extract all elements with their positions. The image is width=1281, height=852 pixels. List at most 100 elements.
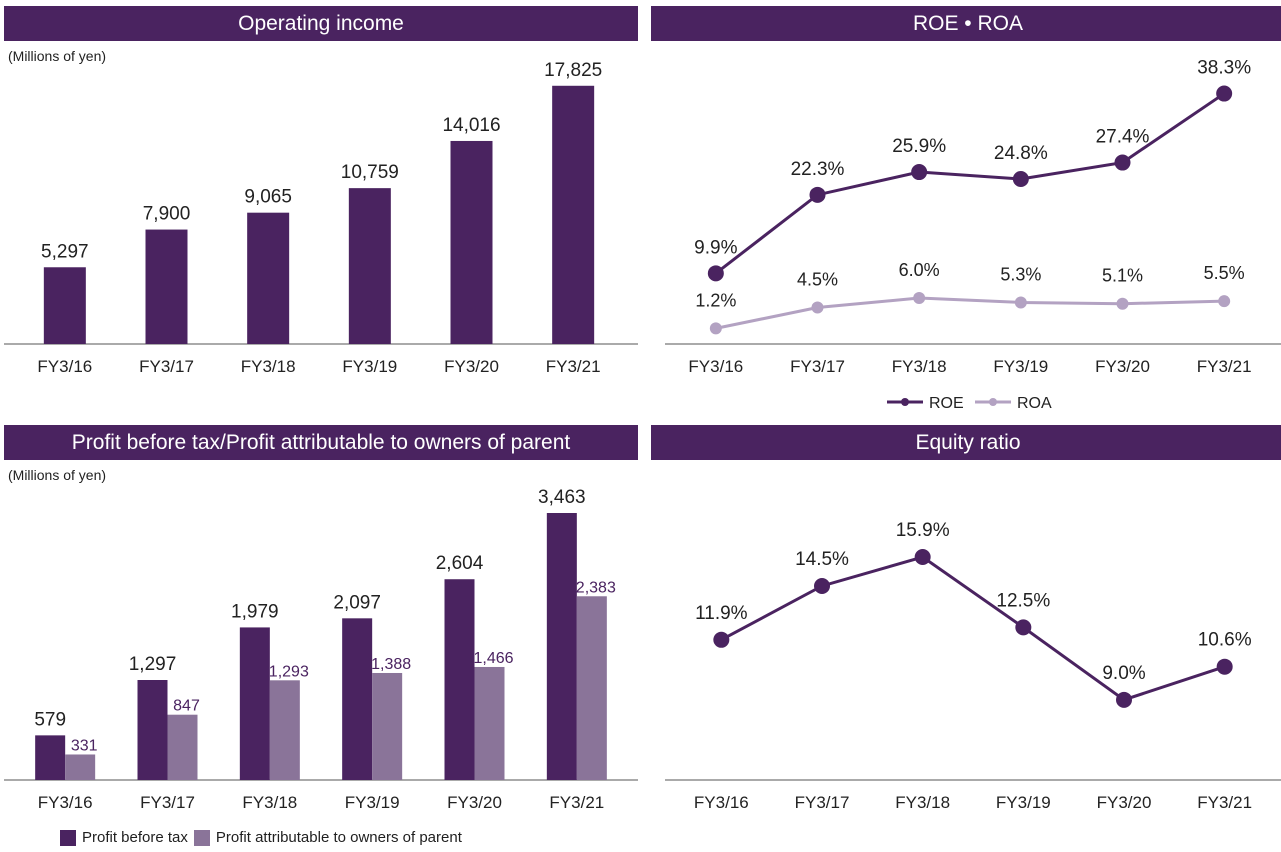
- bar-profit-before-tax: [546, 513, 577, 780]
- bar-profit-before-tax: [342, 618, 373, 780]
- bar-profit-attributable: [167, 714, 198, 780]
- x-tick-label: FY3/21: [546, 357, 601, 376]
- roe-roa-title: ROE • ROA: [651, 6, 1281, 41]
- data-point-roe: [1114, 154, 1131, 171]
- bar-profit-before-tax: [239, 627, 270, 780]
- data-point-equity-ratio: [1015, 619, 1032, 636]
- profit-unit: (Millions of yen): [8, 467, 107, 483]
- x-tick-label: FY3/21: [1197, 793, 1252, 812]
- bar-profit-attributable: [65, 754, 96, 780]
- bar: [145, 229, 188, 344]
- data-label-equity-ratio: 11.9%: [695, 603, 748, 624]
- bar-profit-before-tax: [444, 579, 475, 780]
- data-label-equity-ratio: 10.6%: [1198, 630, 1252, 651]
- data-label-profit-attributable: 1,466: [473, 650, 513, 667]
- x-tick-label: FY3/16: [37, 357, 92, 376]
- x-tick-label: FY3/20: [1097, 793, 1152, 812]
- legend-label-profit-attributable: Profit attributable to owners of parent: [215, 829, 462, 846]
- data-label-roe: 9.9%: [694, 237, 737, 258]
- data-label-equity-ratio: 9.0%: [1102, 663, 1145, 684]
- bar-profit-attributable: [372, 672, 403, 780]
- data-label-profit-before-tax: 2,604: [436, 553, 484, 574]
- x-tick-label: FY3/19: [993, 357, 1048, 376]
- data-label-roa: 5.3%: [1000, 264, 1041, 284]
- data-point-roe: [809, 186, 826, 203]
- data-label-equity-ratio: 15.9%: [896, 520, 950, 541]
- series-line-roa: [715, 296, 1225, 330]
- data-point-equity-ratio: [1116, 691, 1132, 708]
- x-tick-label: FY3/17: [139, 357, 194, 376]
- data-point-equity-ratio: [1216, 658, 1233, 675]
- data-label-roe: 24.8%: [994, 143, 1048, 164]
- x-tick-label: FY3/20: [447, 793, 502, 812]
- x-tick-label: FY3/20: [1095, 357, 1150, 376]
- data-label-roa: 1.2%: [695, 290, 736, 310]
- data-point-roe: [707, 265, 724, 282]
- legend-swatch-profit-before-tax: [60, 829, 76, 846]
- equity-ratio-title: Equity ratio: [651, 425, 1281, 460]
- bar: [348, 188, 391, 344]
- bar: [43, 267, 86, 344]
- data-label: 14,016: [442, 115, 500, 136]
- data-label-equity-ratio: 14.5%: [795, 549, 849, 570]
- legend-label-profit-before-tax: Profit before tax: [82, 829, 188, 846]
- data-label: 10,759: [341, 162, 399, 183]
- series-line-roe: [714, 92, 1226, 275]
- data-label-profit-before-tax: 3,463: [538, 487, 586, 508]
- x-tick-label: FY3/18: [892, 357, 947, 376]
- operating-income-panel: Operating income (Millions of yen) 5,297…: [4, 6, 638, 426]
- data-label-roa: 6.0%: [899, 260, 940, 280]
- bar-profit-attributable: [576, 596, 607, 780]
- x-tick-label: FY3/20: [444, 357, 499, 376]
- data-label: 9,065: [244, 187, 292, 208]
- bar: [552, 85, 595, 344]
- x-tick-label: FY3/16: [694, 793, 749, 812]
- x-tick-label: FY3/17: [795, 793, 850, 812]
- x-tick-label: FY3/19: [996, 793, 1051, 812]
- x-tick-label: FY3/18: [895, 793, 950, 812]
- operating-income-chart: 5,297 FY3/16 7,900 FY3/17 9,065 FY3/18 10,759 F…: [4, 60, 638, 376]
- x-tick-label: FY3/19: [342, 357, 397, 376]
- data-label-profit-before-tax: 1,979: [231, 601, 279, 622]
- equity-ratio-panel: Equity ratio 11.9% FY3/16 14.5% FY3/17 15.9%…: [651, 425, 1281, 845]
- profit-chart: 579 331 FY3/16 1,297 847 FY3/17 1,979 1,293 FY3/…: [4, 487, 638, 812]
- x-tick-label: FY3/16: [688, 357, 743, 376]
- data-point-roa: [709, 322, 722, 335]
- data-point-equity-ratio: [713, 631, 730, 648]
- equity-ratio-chart: 11.9% FY3/16 14.5% FY3/17 15.9% FY3/18 12.5% FY…: [665, 520, 1281, 812]
- x-tick-label: FY3/21: [549, 793, 604, 812]
- x-tick-label: FY3/16: [38, 793, 93, 812]
- bar-profit-attributable: [269, 680, 300, 780]
- data-label-profit-before-tax: 1,297: [129, 654, 177, 675]
- roe-roa-panel: ROE • ROA 9.9% 22.3% 25.9% 24.8% 27.4% 38.3% 1…: [651, 6, 1281, 426]
- data-label-profit-before-tax: 2,097: [333, 592, 381, 613]
- profit-panel: Profit before tax/Profit attributable to…: [4, 425, 638, 846]
- data-label-profit-attributable: 847: [173, 698, 200, 715]
- data-label-roe: 27.4%: [1096, 127, 1150, 148]
- data-label-profit-attributable: 1,293: [269, 663, 309, 680]
- profit-title: Profit before tax/Profit attributable to…: [4, 425, 638, 460]
- bar-profit-attributable: [474, 666, 505, 780]
- data-point-roa: [1014, 296, 1027, 309]
- data-label-roe: 22.3%: [791, 159, 845, 180]
- data-label-roa: 5.1%: [1102, 266, 1143, 286]
- bar: [247, 212, 290, 344]
- data-label: 7,900: [143, 204, 191, 225]
- data-label-profit-attributable: 1,388: [371, 656, 411, 673]
- data-label-profit-before-tax: 579: [34, 709, 66, 730]
- legend-marker-roe: [901, 398, 909, 406]
- legend-label-roa: ROA: [1017, 395, 1052, 412]
- operating-income-unit: (Millions of yen): [8, 48, 107, 64]
- data-point-roa: [811, 301, 824, 314]
- data-label-roe: 25.9%: [892, 136, 946, 157]
- legend-label-roe: ROE: [929, 395, 964, 412]
- profit-legend: Profit before tax Profit attributable to…: [60, 829, 462, 846]
- x-tick-label: FY3/18: [242, 793, 297, 812]
- data-point-roa: [913, 292, 926, 305]
- roe-roa-chart: 9.9% 22.3% 25.9% 24.8% 27.4% 38.3% 1.2% 4.5% 6.0…: [665, 58, 1281, 412]
- x-tick-label: FY3/17: [790, 357, 845, 376]
- data-label-profit-attributable: 331: [71, 737, 98, 754]
- series-line-equity-ratio: [720, 555, 1226, 702]
- data-label-profit-attributable: 2,383: [576, 579, 616, 596]
- legend-swatch-profit-attributable: [193, 829, 210, 846]
